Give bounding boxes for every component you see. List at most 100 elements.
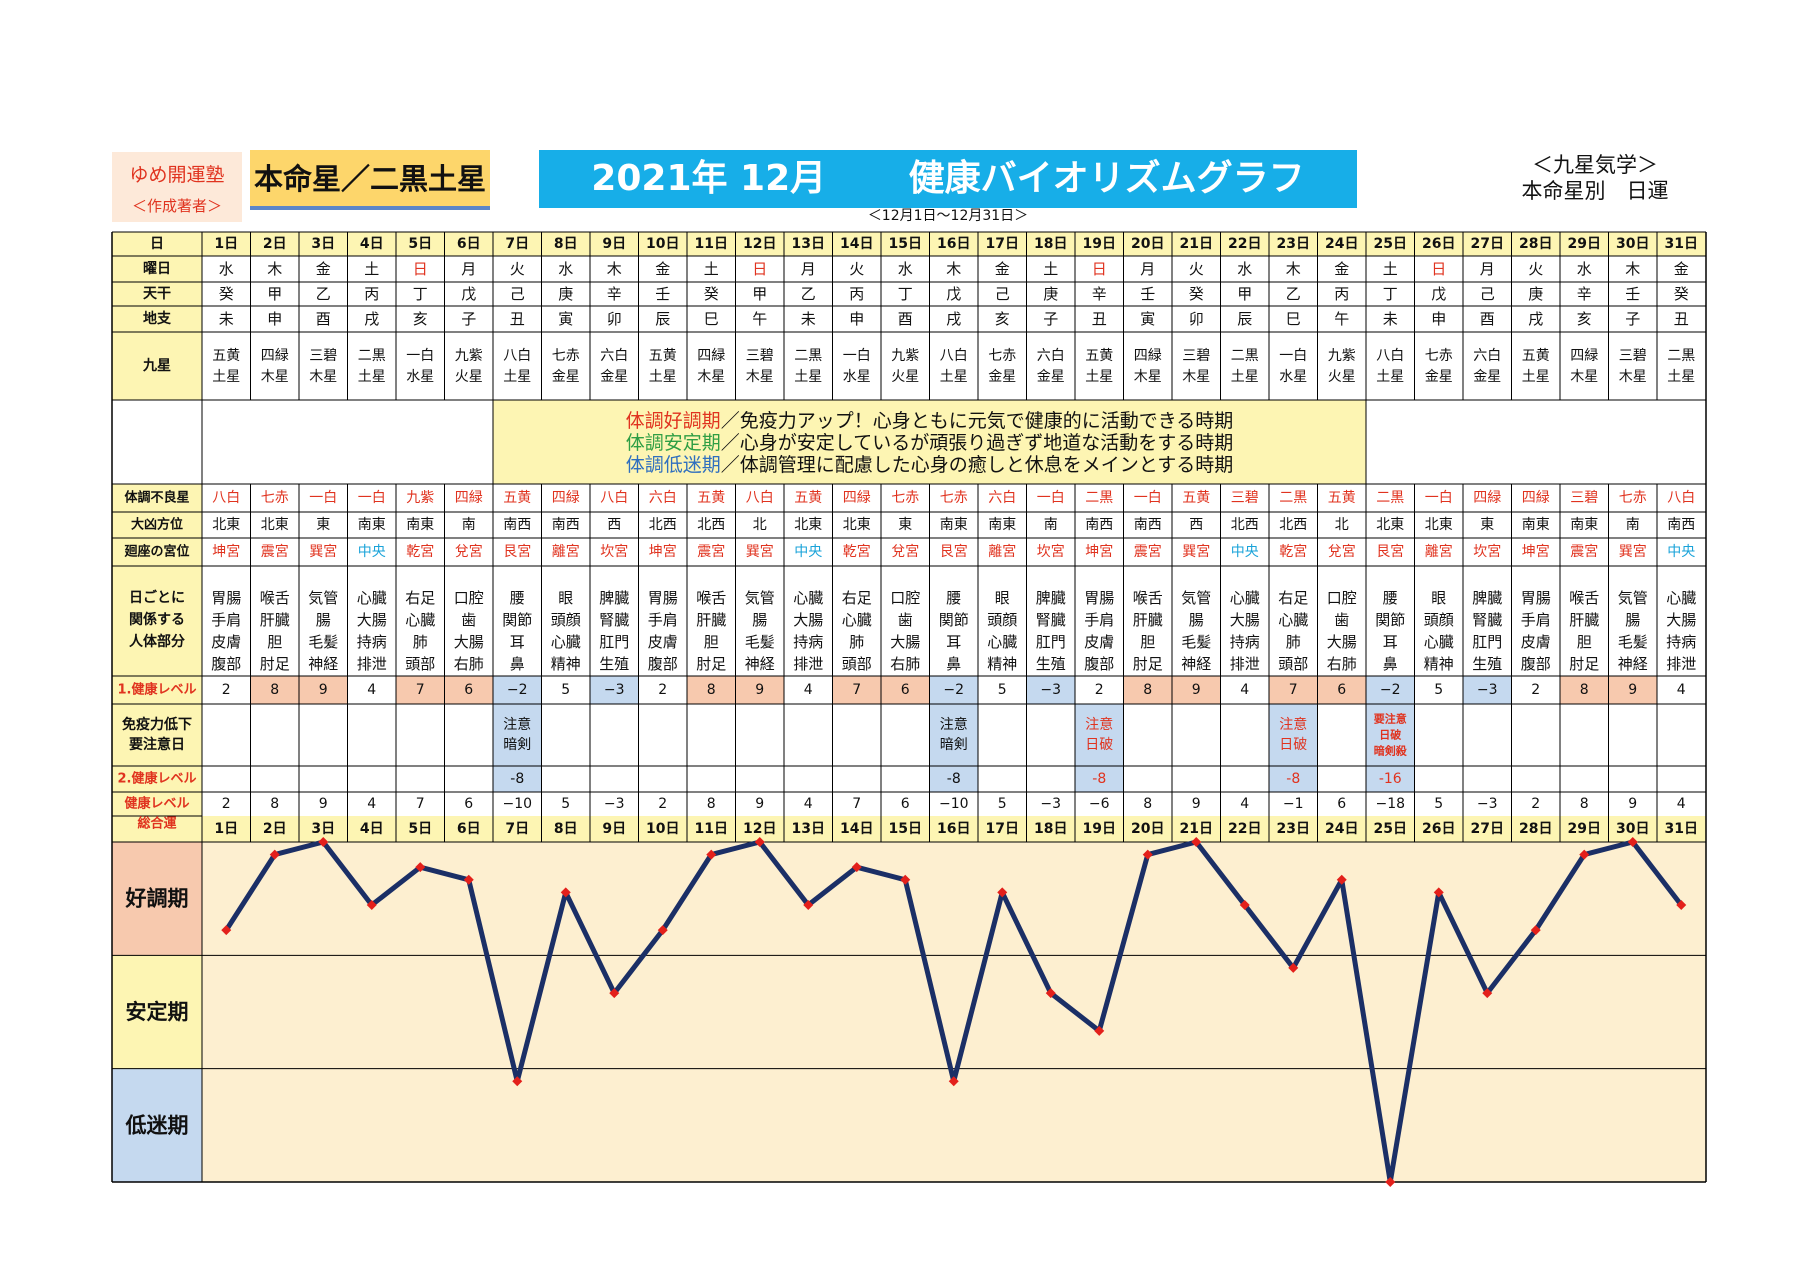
- row-label-total: 健康レベル: [124, 796, 189, 812]
- body-part-cell: 腹部: [648, 655, 678, 673]
- level1-cell: 8: [1143, 682, 1152, 698]
- day-footer-cell: 6日: [457, 821, 481, 837]
- caution-bg: [1366, 704, 1415, 766]
- daikyo-cell: 北東: [261, 517, 289, 533]
- total-level-cell: −10: [939, 796, 969, 812]
- weekday-cell: 火: [510, 260, 525, 278]
- kaiza-cell: 兌宮: [891, 544, 919, 560]
- body-part-cell: 鼻: [1383, 655, 1398, 673]
- kyusei-cell: 火星: [455, 369, 483, 385]
- total-level-cell: 9: [319, 796, 328, 812]
- body-part-cell: 肘足: [696, 655, 726, 673]
- body-part-cell: 腸: [1625, 611, 1640, 629]
- level1-good-bg: [1317, 676, 1366, 704]
- row-label-bg-tot: [112, 792, 202, 816]
- data-point: [269, 849, 280, 860]
- body-part-cell: 耳: [510, 633, 525, 651]
- body-part-cell: 手肩: [648, 611, 678, 629]
- level1-cell: 6: [1337, 682, 1346, 698]
- daikyo-cell: 南西: [1085, 517, 1113, 533]
- daikyo-cell: 西: [607, 517, 621, 533]
- kaiza-cell: 乾宮: [406, 544, 434, 560]
- kyusei-cell: 二黒: [358, 348, 386, 364]
- kaiza-cell: 乾宮: [843, 544, 871, 560]
- kyusei-cell: 六白: [1473, 348, 1501, 364]
- level1-cell: −2: [507, 682, 528, 698]
- kyusei-cell: 土星: [649, 369, 677, 385]
- kyusei-cell: 水星: [406, 369, 434, 385]
- row-label-level1: 1.健康レベル: [118, 682, 197, 698]
- day-footer-cell: 28日: [1519, 821, 1552, 837]
- kyusei-cell: 六白: [600, 348, 628, 364]
- level1-cell: −2: [943, 682, 964, 698]
- day-header-cell: 2日: [263, 236, 287, 252]
- weekday-cell: 土: [1043, 260, 1058, 278]
- body-part-cell: 右足: [405, 589, 435, 607]
- day-header-cell: 11日: [695, 236, 728, 252]
- day-header-cell: 8日: [554, 236, 578, 252]
- body-part-cell: 皮膚: [648, 633, 678, 651]
- day-header-cell: 23日: [1277, 236, 1310, 252]
- furyo-cell: 八白: [746, 490, 774, 506]
- chishi-cell: 午: [1334, 310, 1349, 328]
- body-part-cell: 頭部: [405, 655, 435, 673]
- day-footer-cell: 5日: [408, 821, 432, 837]
- level1-good-bg: [1123, 676, 1172, 704]
- kaiza-cell: 中央: [794, 544, 822, 560]
- kyusei-cell: 三碧: [746, 348, 774, 364]
- kyusei-cell: 土星: [794, 369, 822, 385]
- weekday-cell: 火: [1528, 260, 1543, 278]
- data-point: [754, 837, 765, 847]
- daikyo-cell: 東: [316, 517, 330, 533]
- body-part-cell: 皮膚: [211, 633, 241, 651]
- daikyo-cell: 南東: [406, 517, 434, 533]
- body-part-cell: 頭顔: [551, 611, 581, 629]
- weekday-cell: 木: [1625, 260, 1640, 278]
- tenkan-cell: 甲: [267, 285, 282, 303]
- daikyo-cell: 北東: [212, 517, 240, 533]
- weekday-cell: 水: [219, 260, 234, 278]
- furyo-cell: 七赤: [940, 490, 968, 506]
- row-label-body: 人体部分: [129, 633, 185, 650]
- chishi-cell: 子: [1043, 310, 1058, 328]
- row-label-bg-cau: [112, 704, 202, 766]
- row-label-bg-tk: [112, 282, 202, 306]
- kaiza-cell: 中央: [358, 544, 386, 560]
- level1-poor-bg: [590, 676, 639, 704]
- level1-poor-bg: [1026, 676, 1075, 704]
- kaiza-cell: 震宮: [1134, 544, 1162, 560]
- furyo-cell: 三碧: [1231, 490, 1259, 506]
- body-part-cell: 手肩: [211, 611, 241, 629]
- daikyo-cell: 北東: [1376, 517, 1404, 533]
- level1-cell: 8: [270, 682, 279, 698]
- kyusei-cell: 一白: [406, 348, 434, 364]
- total-level-cell: 7: [852, 796, 861, 812]
- body-part-cell: 腎臓: [1036, 611, 1066, 629]
- caution-cell: 注意: [503, 716, 531, 733]
- tenkan-cell: 庚: [558, 285, 573, 303]
- total-level-cell: 6: [1337, 796, 1346, 812]
- kyusei-cell: 金星: [600, 369, 628, 385]
- day-header-cell: 19日: [1083, 236, 1116, 252]
- data-point: [1142, 849, 1153, 860]
- day-header-cell: 18日: [1034, 236, 1067, 252]
- kyusei-cell: 三碧: [1182, 348, 1210, 364]
- level1-good-bg: [444, 676, 493, 704]
- tenkan-cell: 癸: [1674, 285, 1689, 303]
- data-point: [1385, 1177, 1396, 1187]
- kaiza-cell: 離宮: [1425, 543, 1453, 560]
- total-level-cell: 5: [561, 796, 570, 812]
- level1-cell: 4: [1677, 682, 1686, 698]
- row-label-day: 日: [150, 236, 164, 252]
- chishi-cell: 申: [267, 310, 282, 328]
- weekday-cell: 月: [1480, 260, 1495, 278]
- kyusei-cell: 土星: [358, 369, 386, 385]
- body-part-cell: 排泄: [357, 655, 387, 673]
- furyo-cell: 八白: [1667, 490, 1695, 506]
- furyo-cell: 二黒: [1376, 490, 1404, 506]
- day-header-cell: 3日: [311, 236, 335, 252]
- data-point: [1288, 962, 1299, 973]
- day-header-cell: 7日: [505, 236, 529, 252]
- daikyo-cell: 南西: [1667, 517, 1695, 533]
- body-part-cell: 持病: [793, 633, 823, 651]
